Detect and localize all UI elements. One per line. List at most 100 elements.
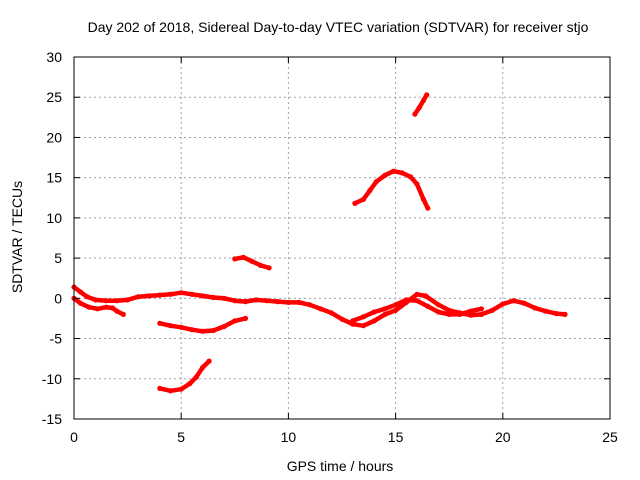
data-point — [414, 298, 420, 304]
data-point — [414, 291, 420, 297]
data-point — [146, 293, 152, 299]
axis-ticks: 0 5 10 15 20 25 -15 -10 -5 0 5 10 15 20 25 30 — [42, 49, 618, 445]
data-point — [510, 298, 517, 304]
data-point — [532, 305, 538, 311]
data-point — [425, 303, 431, 309]
data-point — [416, 105, 422, 111]
data-point — [157, 385, 163, 391]
data-point — [114, 308, 120, 314]
data-point — [167, 323, 174, 329]
data-point — [178, 290, 184, 296]
data-point — [103, 298, 109, 304]
data-point — [120, 311, 126, 317]
data-point — [240, 254, 246, 260]
x-tick-label: 10 — [281, 429, 297, 445]
x-tick-label: 25 — [602, 429, 618, 445]
data-point — [84, 294, 90, 300]
chart-title: Day 202 of 2018, Sidereal Day-to-day VTE… — [88, 19, 589, 35]
data-point — [187, 381, 193, 387]
data-point — [257, 262, 264, 268]
data-point — [318, 306, 324, 312]
data-point — [77, 300, 83, 306]
data-point — [408, 174, 414, 180]
series-line — [71, 284, 568, 328]
series-line — [412, 92, 429, 117]
data-point — [423, 293, 429, 299]
data-point — [221, 295, 227, 301]
data-point — [200, 293, 206, 299]
data-point — [435, 309, 442, 315]
data-point — [210, 294, 216, 301]
data-point — [232, 298, 238, 304]
data-point — [92, 297, 98, 303]
data-point — [371, 318, 377, 324]
data-point — [103, 304, 109, 310]
data-point — [296, 299, 302, 305]
data-point — [424, 92, 430, 98]
y-tick-label: 0 — [54, 290, 62, 306]
data-point — [232, 256, 238, 262]
data-point — [399, 170, 405, 176]
data-point — [500, 301, 506, 307]
data-point — [135, 294, 141, 300]
data-point — [382, 311, 388, 317]
series-line — [352, 168, 431, 211]
x-tick-label: 20 — [495, 429, 511, 445]
data-point — [446, 307, 452, 313]
y-tick-label: 5 — [54, 250, 62, 266]
data-point — [110, 305, 116, 311]
data-point — [167, 388, 174, 394]
data-point — [360, 323, 366, 329]
data-point — [360, 314, 366, 320]
data-point — [114, 298, 120, 304]
data-point — [420, 97, 427, 103]
x-tick-label: 0 — [70, 429, 78, 445]
data-point — [200, 364, 206, 371]
data-point — [521, 300, 527, 306]
data-point — [412, 111, 418, 117]
x-tick-label: 15 — [388, 429, 404, 445]
data-point — [393, 302, 399, 308]
data-point — [478, 306, 484, 312]
data-point — [360, 196, 366, 202]
data-series — [71, 92, 568, 394]
data-point — [157, 292, 163, 298]
y-tick-label: -5 — [50, 331, 63, 347]
data-point — [446, 311, 452, 317]
data-point — [189, 291, 195, 297]
data-point — [200, 328, 206, 334]
data-point — [371, 309, 377, 315]
data-point — [435, 302, 442, 308]
data-point — [489, 307, 495, 313]
y-tick-label: -15 — [42, 411, 62, 427]
data-point — [266, 265, 272, 271]
data-point — [328, 310, 334, 316]
data-point — [242, 315, 249, 321]
data-point — [210, 327, 216, 334]
y-axis-label: SDTVAR / TECUs — [9, 181, 25, 293]
data-point — [403, 297, 409, 303]
data-point — [264, 298, 270, 304]
data-point — [253, 297, 259, 303]
data-point — [562, 311, 568, 317]
data-point — [193, 374, 199, 380]
data-point — [77, 289, 83, 295]
data-point — [478, 311, 484, 317]
y-tick-label: 25 — [46, 89, 62, 105]
data-point — [414, 181, 420, 187]
data-point — [390, 168, 397, 174]
data-point — [189, 327, 195, 333]
y-tick-label: 15 — [46, 170, 62, 186]
y-tick-label: 10 — [46, 210, 62, 226]
data-point — [242, 299, 249, 305]
data-point — [307, 302, 313, 308]
data-point — [167, 291, 174, 297]
data-point — [468, 308, 474, 314]
data-point — [393, 307, 399, 313]
data-point — [178, 386, 184, 392]
data-point — [382, 172, 388, 178]
data-point — [206, 358, 212, 364]
y-tick-label: -10 — [42, 371, 62, 387]
data-point — [543, 308, 549, 314]
data-point — [95, 306, 101, 312]
